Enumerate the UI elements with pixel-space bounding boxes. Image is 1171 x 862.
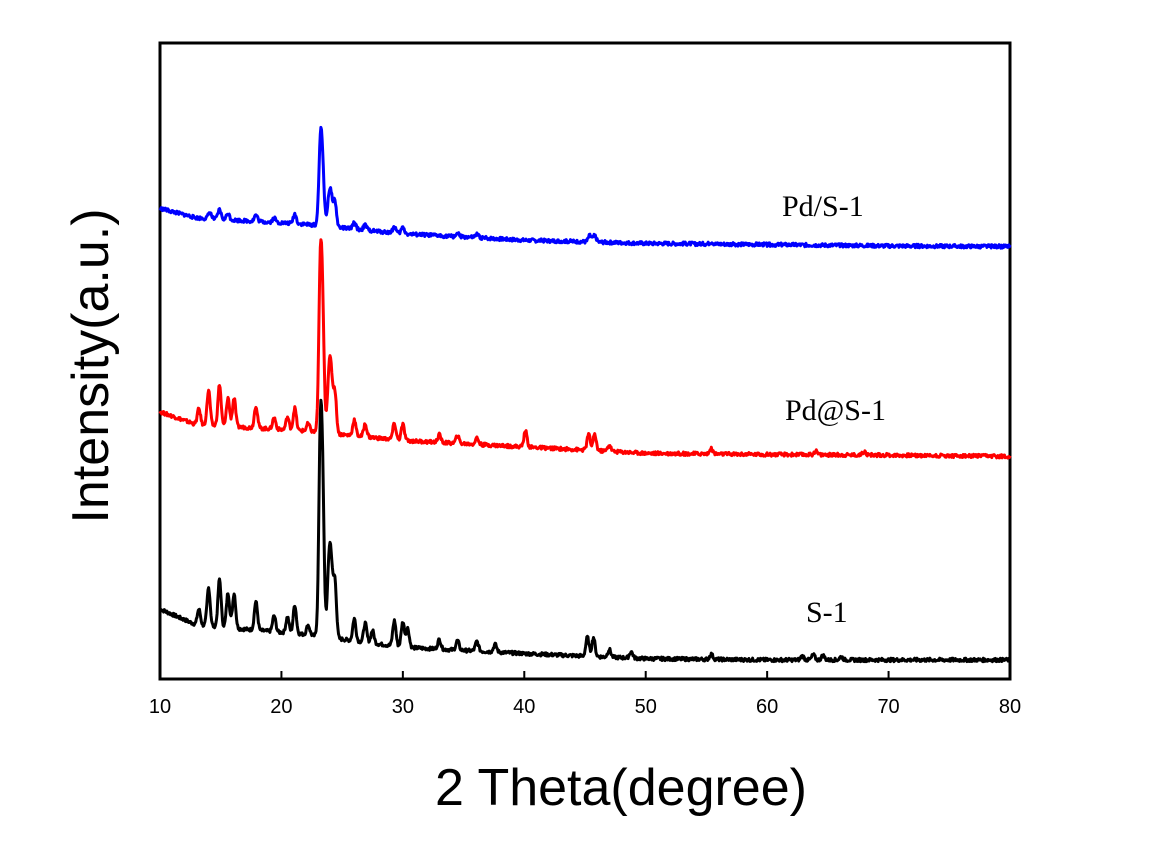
x-tick-label: 50 — [635, 696, 657, 718]
y-axis-title: Intensity(a.u.) — [62, 208, 120, 523]
series-line-s-1 — [159, 398, 1012, 664]
x-ticks: 10 20 30 40 50 60 70 80 — [149, 671, 1021, 718]
plot-frame — [158, 41, 1012, 681]
series-label-s1: S-1 — [806, 596, 848, 629]
x-tick-label: 20 — [270, 696, 292, 718]
series-line-pd-s-1 — [158, 238, 1012, 460]
series-line-pd-s-1 — [158, 125, 1012, 250]
x-tick-label: 70 — [877, 696, 899, 718]
series-group — [158, 125, 1012, 664]
x-tick-label: 80 — [999, 696, 1021, 718]
series-label-pd-at-s1: Pd@S-1 — [785, 394, 886, 427]
x-tick-label: 40 — [513, 696, 535, 718]
x-tick-label: 30 — [392, 696, 414, 718]
x-tick-label: 60 — [756, 696, 778, 718]
series-label-pd-slash-s1: Pd/S-1 — [782, 190, 864, 223]
x-tick-label: 10 — [149, 696, 171, 718]
x-axis-title: 2 Theta(degree) — [435, 759, 807, 817]
